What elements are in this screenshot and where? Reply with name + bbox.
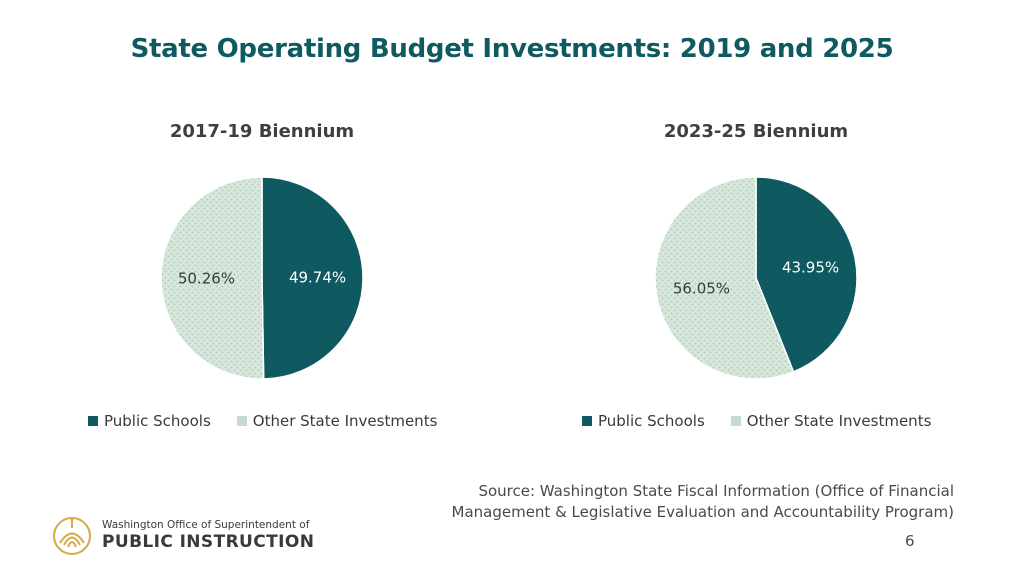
legend-label-public-schools: Public Schools [598, 412, 705, 430]
legend-item-public-schools: Public Schools [582, 412, 705, 430]
pie-slice-public-schools [261, 176, 364, 380]
legend-item-public-schools: Public Schools [88, 412, 211, 430]
page-number: 6 [905, 532, 915, 550]
legend-swatch-other [236, 416, 247, 426]
pie-slice-other-state-investments [160, 176, 265, 380]
chart-2-legend: Public Schools Other State Investments [582, 412, 957, 430]
data-label-other-state-investments: 56.05% [673, 279, 730, 297]
data-label-public-schools: 43.95% [782, 259, 839, 277]
chart-1-legend: Public Schools Other State Investments [88, 412, 463, 430]
data-label-public-schools: 49.74% [289, 269, 346, 287]
source-line-2: Management & Legislative Evaluation and … [451, 503, 955, 521]
legend-item-other: Other State Investments [730, 412, 932, 430]
legend-swatch-other [730, 416, 741, 426]
chart-1-title: 2017-19 Biennium [169, 121, 355, 142]
data-label-other-state-investments: 50.26% [178, 269, 235, 287]
legend-swatch-public-schools [88, 416, 98, 426]
legend-label-other: Other State Investments [252, 412, 438, 430]
ospi-logo: Washington Office of Superintendent of P… [52, 516, 314, 556]
logo-line-1: Washington Office of Superintendent of [102, 519, 310, 531]
ospi-logo-icon [53, 517, 91, 555]
pie-chart-2023-25: 43.95% 56.05% [654, 176, 858, 380]
chart-2-title: 2023-25 Biennium [663, 121, 849, 142]
pie-slice-other-state-investments [654, 176, 795, 380]
pie-slice-public-schools [755, 176, 858, 373]
source-note: Source: Washington State Fiscal Informat… [434, 481, 955, 523]
source-line-1: Source: Washington State Fiscal Informat… [478, 482, 954, 500]
legend-label-public-schools: Public Schools [104, 412, 211, 430]
pie-chart-2017-19: 49.74% 50.26% [160, 176, 364, 380]
slide-title: State Operating Budget Investments: 2019… [130, 34, 894, 64]
legend-swatch-public-schools [582, 416, 592, 426]
legend-item-other: Other State Investments [236, 412, 438, 430]
legend-label-other: Other State Investments [746, 412, 932, 430]
logo-line-2: PUBLIC INSTRUCTION [102, 532, 315, 552]
